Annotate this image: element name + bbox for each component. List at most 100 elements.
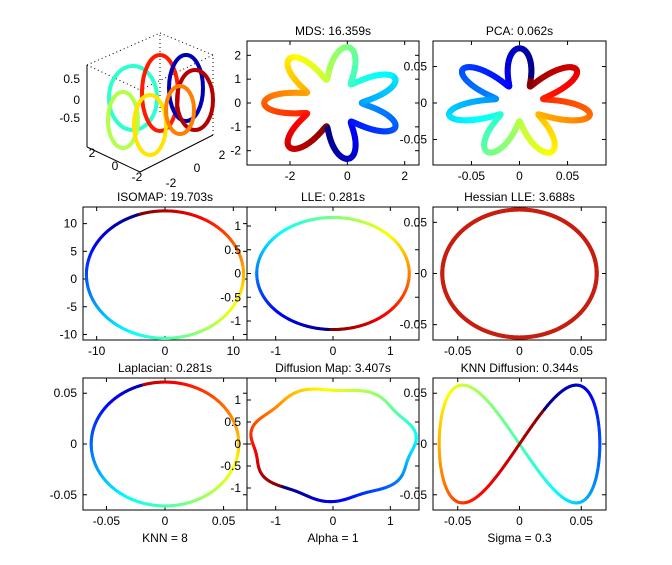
pca-xtick-label: 0.05: [556, 169, 580, 183]
mds-ytick-label: 2: [234, 48, 241, 62]
lap-xtick-label: -0.05: [93, 514, 121, 528]
isomap-xtick-label: 10: [227, 344, 241, 358]
isomap-xtick-label: 0: [162, 344, 169, 358]
mds-ytick-label: -2: [230, 144, 241, 158]
swiss3d-edge: [86, 146, 141, 173]
swiss3d-loop: [167, 53, 205, 123]
pca-axes: -0.05 0 0.05 0.05 0 -0.05 PCA: 0.062s: [400, 24, 607, 183]
lap-xtick-label: 0: [162, 514, 169, 528]
dm-point: [411, 445, 416, 450]
dm-xtick-label: 0: [330, 514, 337, 528]
lap-xtick-label: 0.05: [212, 514, 236, 528]
lap-ytick-label: -0.05: [50, 488, 78, 502]
isomap-xtick-label: -10: [88, 344, 106, 358]
lle-xtick-label: -1: [270, 344, 281, 358]
lle-xtick-label: 1: [387, 344, 394, 358]
dm-ytick-label: -1: [230, 481, 241, 495]
lap-series: [89, 380, 241, 508]
swiss3d-ytick-label: 0: [112, 159, 119, 173]
knnd-xtick-label: -0.05: [444, 514, 472, 528]
lap-ytick-label: 0: [70, 437, 77, 451]
hlle-ytick-label: -0.05: [400, 318, 428, 332]
dm-axes: -1 0 1 1 0.5 0 -0.5 -1 Diffusion Map: 3.407s Alph…: [220, 361, 420, 545]
dm-title: Diffusion Map: 3.407s: [275, 361, 391, 375]
isomap-ytick-label: 10: [64, 217, 78, 231]
swiss3d-loop: [164, 84, 196, 136]
pca-series: [446, 45, 593, 156]
swiss3d-xtick-label: 2: [219, 148, 226, 162]
pca-ytick-label: -0.05: [400, 132, 428, 146]
isomap-series: [84, 209, 246, 340]
dm-series: [249, 387, 418, 504]
swiss3d-loop: [132, 93, 168, 157]
lle-ytick-label: -0.5: [220, 290, 241, 304]
lle-ytick-label: 1: [234, 219, 241, 233]
mds-ytick-label: 1: [234, 72, 241, 86]
pca-ytick-label: 0: [420, 96, 427, 110]
swiss3d-edge: [159, 32, 214, 56]
knnd-title: KNN Diffusion: 0.344s: [461, 361, 579, 375]
mds-ytick-label: -1: [230, 120, 241, 134]
swiss3d-ytick-label: -2: [132, 170, 143, 184]
mds-xtick-label: 2: [401, 169, 408, 183]
swiss3d-ztick-label: -0.5: [59, 111, 80, 125]
swiss3d-ztick-label: 0: [73, 93, 80, 107]
knnd-ytick-label: -0.05: [400, 488, 428, 502]
lle-frame: [246, 206, 420, 341]
mds-title: MDS: 16.359s: [295, 24, 371, 38]
swiss3d-xtick-label: 0: [194, 161, 201, 175]
pca-xtick-label: -0.05: [458, 169, 486, 183]
swiss3d-edge: [139, 134, 214, 173]
dm-ytick-label: -0.5: [220, 459, 241, 473]
dm-xtick-label: 1: [387, 514, 394, 528]
knnd-xtick-label: 0.05: [570, 514, 594, 528]
hlle-series: [440, 207, 599, 340]
pca-xtick-label: 0: [516, 169, 523, 183]
hlle-xtick-label: -0.05: [444, 344, 472, 358]
swiss3d-axes: 0.5 0 -0.5 -2 0 2 2 0 -2: [59, 32, 226, 190]
dm-ytick-label: 1: [234, 393, 241, 407]
lle-ytick-label: -1: [230, 314, 241, 328]
dm-ytick-label: 0: [234, 437, 241, 451]
hlle-ytick-label: 0: [420, 267, 427, 281]
swiss3d-ztick-label: 0.5: [63, 72, 80, 86]
isomap-ytick-label: 5: [70, 244, 77, 258]
swiss3d-loop: [175, 68, 215, 132]
swiss3d-ytick-label: 2: [89, 146, 96, 160]
dm-frame: [246, 377, 420, 511]
lle-ytick-label: 0: [234, 267, 241, 281]
lle-axes: -1 0 1 1 0.5 0 -0.5 -1 LLE: 0.281s: [220, 190, 420, 358]
knnd-series: [437, 383, 602, 505]
dm-ytick-label: 0.5: [224, 415, 241, 429]
mds-xtick-label: 0: [344, 169, 351, 183]
lle-series: [255, 215, 411, 332]
lap-footer: KNN = 8: [142, 531, 188, 545]
isomap-title: ISOMAP: 19.703s: [117, 190, 213, 204]
swiss3d-loop: [106, 90, 140, 150]
lle-ytick-label: 0.5: [224, 243, 241, 257]
isomap-ytick-label: -10: [60, 327, 78, 341]
knnd-footer: Sigma = 0.3: [487, 531, 552, 545]
pca-title: PCA: 0.062s: [486, 24, 553, 38]
mds-axes: -2 0 2 2 1 0 -1 -2 MDS: 16.359s: [230, 24, 420, 183]
lap-ytick-label: 0.05: [54, 386, 78, 400]
dm-footer: Alpha = 1: [307, 531, 358, 545]
isomap-ytick-label: -5: [66, 300, 77, 314]
isomap-ytick-label: 0: [70, 272, 77, 286]
mds-ytick-label: 0: [234, 96, 241, 110]
lap-axes: -0.05 0 0.05 0.05 0 -0.05 Laplacian: 0.281s KNN…: [50, 361, 248, 545]
knnd-ytick-label: 0.05: [404, 386, 428, 400]
mds-xtick-label: -2: [285, 169, 296, 183]
hlle-xtick-label: 0: [516, 344, 523, 358]
swiss3d-edge: [86, 64, 141, 91]
dm-xtick-label: -1: [270, 514, 281, 528]
hlle-axes: -0.05 0 0.05 0.05 0 -0.05 Hessian LLE: 3.688s: [400, 190, 607, 358]
mds-series: [261, 44, 399, 162]
swiss3d-xtick-label: -2: [166, 176, 177, 190]
hlle-xtick-label: 0.05: [570, 344, 594, 358]
knnd-ytick-label: 0: [420, 437, 427, 451]
hlle-frame: [432, 206, 607, 341]
hlle-ytick-label: 0.05: [404, 215, 428, 229]
